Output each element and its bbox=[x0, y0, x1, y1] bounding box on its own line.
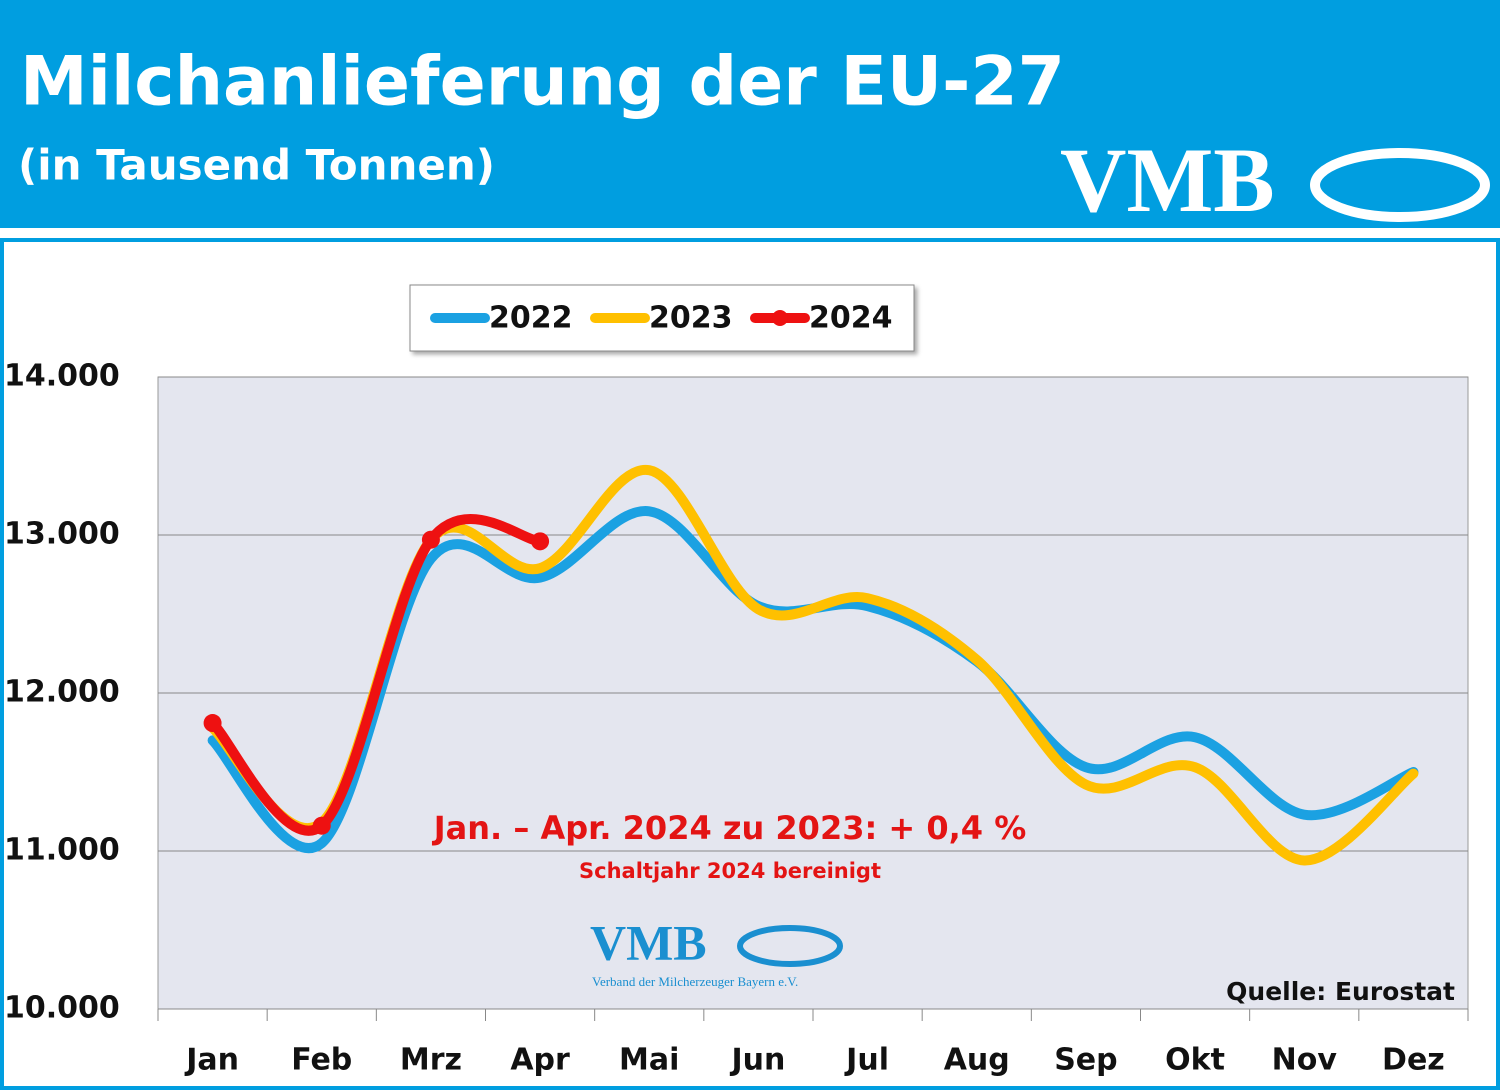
subtitle: (in Tausend Tonnen) bbox=[18, 141, 495, 190]
legend-marker bbox=[772, 310, 788, 326]
legend bbox=[409, 284, 915, 352]
marker bbox=[421, 530, 440, 549]
y-tick-label: 11.000 bbox=[4, 833, 120, 868]
x-tick-label: Aug bbox=[944, 1043, 1010, 1078]
logo-icon bbox=[1310, 148, 1490, 222]
legend-label: 2024 bbox=[809, 301, 893, 336]
logo: VMB bbox=[1060, 129, 1275, 231]
header bbox=[0, 0, 1500, 228]
legend-label: 2022 bbox=[489, 301, 573, 336]
x-tick-label: Mai bbox=[619, 1043, 679, 1078]
y-tick-label: 14.000 bbox=[4, 359, 120, 394]
marker bbox=[203, 714, 222, 733]
marker bbox=[531, 532, 550, 551]
x-tick-label: Jan bbox=[184, 1043, 239, 1078]
x-tick-label: Apr bbox=[510, 1043, 570, 1078]
logo-icon bbox=[737, 925, 843, 967]
x-tick-label: Jul bbox=[844, 1043, 889, 1078]
line-2024 bbox=[207, 514, 546, 836]
source: Quelle: Eurostat bbox=[1226, 977, 1455, 1006]
logo: VMB bbox=[590, 914, 707, 970]
y-tick-label: 10.000 bbox=[4, 991, 120, 1026]
x-tick-label: Mrz bbox=[400, 1043, 462, 1078]
annotation-note: Schaltjahr 2024 bereinigt bbox=[579, 859, 881, 883]
x-tick-label: Nov bbox=[1272, 1043, 1338, 1078]
y-tick-label: 12.000 bbox=[4, 675, 120, 710]
annotation: Jan. – Apr. 2024 zu 2023: + 0,4 % bbox=[432, 809, 1027, 847]
y-tick-label: 13.000 bbox=[4, 517, 120, 552]
chart-title: Milchanlieferung der EU-27 bbox=[20, 43, 1065, 122]
logo-subtitle: Verband der Milcherzeuger Bayern e.V. bbox=[592, 974, 798, 989]
legend-label: 2023 bbox=[649, 301, 733, 336]
x-tick-label: Jun bbox=[729, 1043, 785, 1078]
x-tick-label: Feb bbox=[291, 1043, 352, 1078]
x-tick-label: Sep bbox=[1054, 1043, 1117, 1078]
x-tick-label: Okt bbox=[1165, 1043, 1225, 1078]
marker bbox=[312, 816, 331, 835]
x-tick-label: Dez bbox=[1382, 1043, 1445, 1078]
